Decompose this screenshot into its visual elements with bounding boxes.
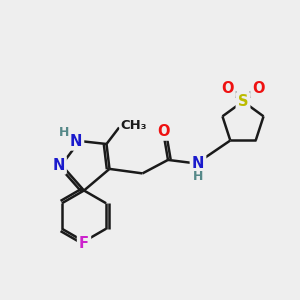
Text: N: N — [70, 134, 82, 148]
Text: F: F — [79, 236, 89, 250]
Text: O: O — [221, 81, 234, 96]
Text: S: S — [238, 94, 248, 109]
Text: N: N — [52, 158, 65, 172]
Text: H: H — [193, 169, 203, 183]
Text: O: O — [157, 124, 170, 139]
Text: H: H — [59, 126, 69, 139]
Text: N: N — [192, 156, 204, 171]
Text: O: O — [252, 81, 265, 96]
Text: CH₃: CH₃ — [121, 118, 147, 132]
